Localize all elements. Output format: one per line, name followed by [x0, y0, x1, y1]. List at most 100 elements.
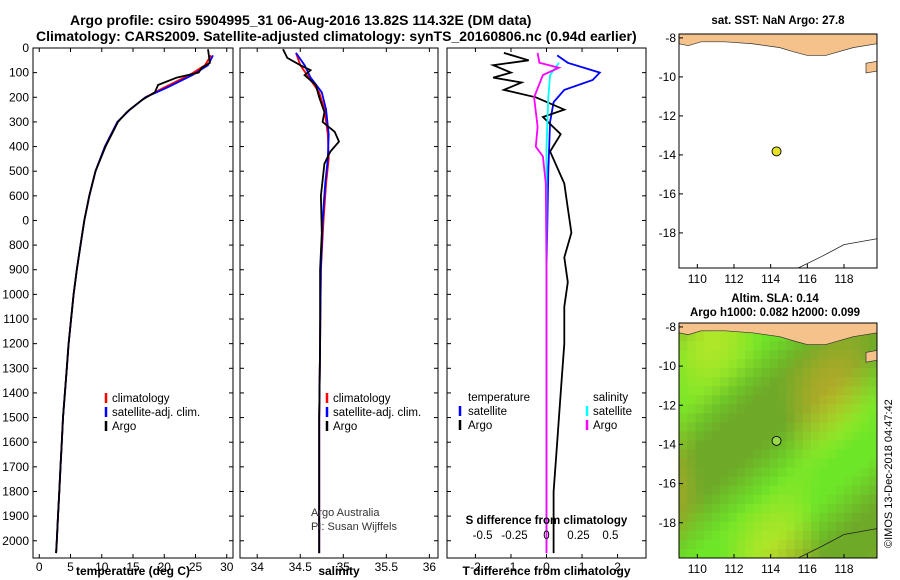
heatmap-cell — [753, 386, 762, 396]
heatmap-cell — [844, 404, 853, 414]
heatmap-cell — [844, 548, 853, 559]
heatmap-cell — [745, 350, 754, 360]
heatmap-cell — [687, 386, 696, 396]
heatmap-cell — [761, 530, 771, 541]
heatmap-cell — [827, 386, 837, 396]
heatmap-cell — [687, 440, 696, 451]
heatmap-cell — [852, 494, 861, 505]
heatmap-cell — [811, 413, 820, 423]
heatmap-cell — [860, 485, 870, 496]
heatmap-cell — [811, 476, 820, 487]
heatmap-cell — [728, 458, 738, 469]
heatmap-cell — [703, 332, 713, 342]
s-tick-label: 0 — [543, 530, 549, 542]
heatmap-cell — [736, 521, 746, 532]
heatmap-cell — [745, 521, 754, 532]
legend-label: Argo — [333, 421, 357, 433]
heatmap-cell — [769, 332, 779, 342]
heatmap-cell — [720, 377, 729, 387]
heatmap-cell — [802, 503, 812, 514]
heatmap-cell — [835, 422, 845, 432]
heatmap-cell — [786, 512, 795, 523]
y-tick-label: 200 — [9, 90, 29, 104]
heatmap-cell — [852, 350, 861, 360]
heatmap-cell — [769, 440, 779, 451]
heatmap-cell — [868, 413, 878, 423]
heatmap-cell — [794, 521, 804, 532]
heatmap-cell — [860, 494, 870, 505]
heatmap-cell — [712, 467, 721, 478]
heatmap-cell — [703, 377, 713, 387]
heatmap-cell — [712, 359, 721, 369]
heatmap-cell — [868, 485, 878, 496]
map-y-tick-label: -14 — [659, 148, 677, 162]
heatmap-cell — [703, 368, 713, 378]
heatmap-cell — [687, 548, 696, 559]
heatmap-cell — [778, 476, 787, 487]
heatmap-cell — [753, 449, 762, 460]
heatmap-cell — [827, 341, 837, 351]
heatmap-cell — [868, 422, 878, 432]
heatmap-cell — [753, 431, 762, 441]
heatmap-cell — [827, 458, 837, 469]
heatmap-cell — [703, 494, 713, 505]
heatmap-cell — [753, 422, 762, 432]
legend-right-title: salinity — [593, 392, 628, 404]
map-x-tick-label: 116 — [798, 562, 817, 576]
heatmap-cell — [728, 494, 738, 505]
heatmap-cell — [761, 404, 771, 414]
heatmap-cell — [728, 485, 738, 496]
heatmap-cell — [736, 539, 746, 550]
heatmap-cell — [745, 395, 754, 405]
heatmap-cell — [844, 476, 853, 487]
heatmap-cell — [794, 341, 804, 351]
heatmap-cell — [769, 368, 779, 378]
heatmap-cell — [794, 512, 804, 523]
heatmap-cell — [860, 458, 870, 469]
heatmap-cell — [769, 449, 779, 460]
heatmap-cell — [868, 467, 878, 478]
heatmap-cell — [728, 449, 738, 460]
heatmap-cell — [811, 503, 820, 514]
heatmap-cell — [753, 494, 762, 505]
heatmap-cell — [695, 485, 705, 496]
heatmap-cell — [860, 512, 870, 523]
map-y-tick-label: -10 — [659, 70, 677, 84]
heatmap-cell — [769, 512, 779, 523]
heatmap-cell — [679, 377, 688, 387]
heatmap-cell — [819, 368, 828, 378]
heatmap-cell — [720, 386, 729, 396]
heatmap-cell — [811, 422, 820, 432]
heatmap-cell — [712, 386, 721, 396]
map-x-tick-label: 114 — [761, 272, 780, 286]
sst-map-title: sat. SST: NaN Argo: 27.8 — [711, 15, 845, 27]
heatmap-cell — [794, 368, 804, 378]
y-tick-label: 1100 — [3, 312, 29, 326]
heatmap-cell — [835, 431, 845, 441]
heatmap-cell — [786, 368, 795, 378]
heatmap-cell — [679, 494, 688, 505]
heatmap-cell — [802, 494, 812, 505]
heatmap-cell — [844, 512, 853, 523]
heatmap-cell — [769, 467, 779, 478]
heatmap-cell — [786, 494, 795, 505]
legend-label: satellite-adj. clim. — [112, 407, 200, 419]
heatmap-cell — [835, 386, 845, 396]
heatmap-cell — [794, 404, 804, 414]
x-tick-label: -1 — [506, 560, 517, 574]
series-line-argo — [55, 49, 211, 554]
heatmap-cell — [728, 341, 738, 351]
heatmap-cell — [852, 395, 861, 405]
x-tick-label: 1 — [579, 560, 586, 574]
heatmap-cell — [811, 341, 820, 351]
heatmap-cell — [778, 485, 787, 496]
heatmap-cell — [860, 413, 870, 423]
heatmap-cell — [728, 332, 738, 342]
heatmap-cell — [761, 422, 771, 432]
y-tick-label: 1400 — [2, 386, 29, 400]
heatmap-cell — [844, 341, 853, 351]
heatmap-cell — [761, 395, 771, 405]
heatmap-cell — [852, 548, 861, 559]
heatmap-cell — [728, 539, 738, 550]
series-line-argo — [282, 48, 341, 554]
